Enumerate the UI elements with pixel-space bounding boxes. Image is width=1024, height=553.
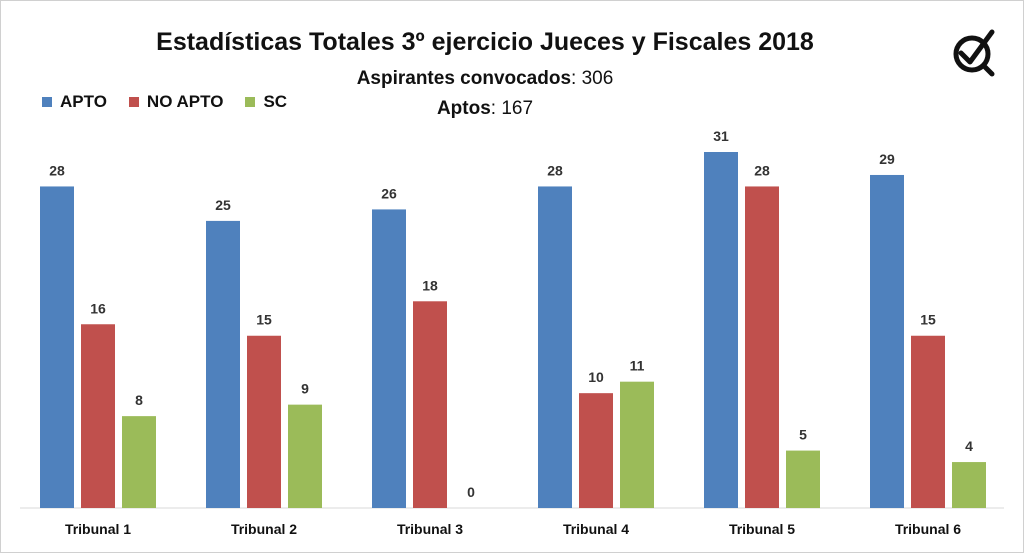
subtitle-aspirantes-value: 306	[581, 68, 614, 89]
legend-label-no-apto: NO APTO	[146, 92, 224, 111]
subtitle-aptos-value: 167	[501, 98, 534, 119]
legend-item-no-apto: NO APTO	[128, 92, 224, 112]
legend-label-apto: APTO	[60, 92, 107, 111]
bar-apto-tribunal-3	[372, 209, 406, 508]
bar-no-apto-tribunal-3	[413, 301, 447, 508]
data-label-sc-tribunal-6: 4	[965, 438, 973, 454]
chart-legend: APTO NO APTO SC	[42, 92, 287, 112]
subtitle-aptos: Aptos: 167	[436, 98, 534, 119]
data-label-apto-tribunal-3: 26	[381, 185, 397, 201]
data-label-no-apto-tribunal-1: 16	[90, 300, 106, 316]
data-label-sc-tribunal-2: 9	[301, 381, 309, 397]
category-label-tribunal-5: Tribunal 5	[729, 521, 795, 537]
data-label-sc-tribunal-4: 11	[630, 358, 645, 374]
bar-sc-tribunal-6	[952, 462, 986, 508]
bar-apto-tribunal-4	[538, 186, 572, 509]
legend-label-sc: SC	[263, 92, 288, 111]
data-label-apto-tribunal-1: 28	[49, 162, 65, 178]
category-label-tribunal-2: Tribunal 2	[231, 521, 297, 537]
bar-apto-tribunal-1	[40, 186, 74, 509]
data-label-no-apto-tribunal-5: 28	[754, 162, 770, 178]
category-label-tribunal-1: Tribunal 1	[65, 521, 131, 537]
data-label-no-apto-tribunal-6: 15	[920, 312, 936, 328]
category-label-tribunal-4: Tribunal 4	[563, 521, 629, 537]
data-label-no-apto-tribunal-3: 18	[422, 277, 438, 293]
subtitle-aspirantes-label: Aspirantes convocados	[356, 68, 572, 89]
bar-no-apto-tribunal-5	[745, 186, 779, 509]
legend-item-sc: SC	[245, 92, 287, 112]
bar-apto-tribunal-2	[206, 220, 240, 508]
data-label-sc-tribunal-1: 8	[135, 392, 143, 408]
legend-swatch-no-apto	[128, 97, 139, 107]
bar-apto-tribunal-5	[704, 152, 738, 508]
category-label-tribunal-6: Tribunal 6	[895, 521, 961, 537]
bar-sc-tribunal-1	[122, 416, 156, 508]
data-label-sc-tribunal-5: 5	[799, 427, 807, 443]
bar-no-apto-tribunal-6	[911, 335, 945, 508]
bar-no-apto-tribunal-2	[247, 335, 281, 508]
bar-sc-tribunal-5	[786, 450, 820, 508]
check-circle-logo-icon	[953, 29, 995, 77]
subtitle-aspirantes: Aspirantes convocados: 306	[356, 68, 614, 89]
bar-no-apto-tribunal-4	[579, 393, 613, 508]
data-label-no-apto-tribunal-4: 10	[588, 369, 604, 385]
bar-no-apto-tribunal-1	[81, 324, 115, 508]
data-label-apto-tribunal-5: 31	[713, 128, 729, 144]
legend-item-apto: APTO	[42, 92, 107, 112]
legend-swatch-sc	[245, 97, 256, 107]
data-label-sc-tribunal-3: 0	[467, 484, 475, 500]
data-label-apto-tribunal-4: 28	[547, 162, 563, 178]
bar-apto-tribunal-6	[870, 174, 904, 508]
subtitle-aptos-label: Aptos	[436, 98, 491, 119]
category-label-tribunal-3: Tribunal 3	[397, 521, 463, 537]
data-label-no-apto-tribunal-2: 15	[256, 312, 272, 328]
chart-title: Estadísticas Totales 3º ejercicio Jueces…	[156, 28, 814, 56]
bar-sc-tribunal-2	[288, 404, 322, 508]
data-label-apto-tribunal-6: 29	[879, 151, 895, 167]
legend-swatch-apto	[42, 97, 52, 107]
data-label-apto-tribunal-2: 25	[215, 197, 231, 213]
bar-sc-tribunal-4	[620, 381, 654, 508]
